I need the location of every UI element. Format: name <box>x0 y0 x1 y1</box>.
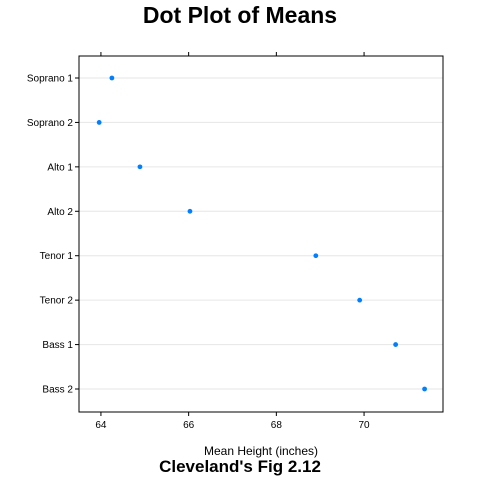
category-label: Alto 1 <box>47 162 73 173</box>
data-point <box>313 253 319 259</box>
data-point <box>393 342 399 347</box>
x-tick-label: 68 <box>271 420 283 431</box>
category-label: Alto 2 <box>47 207 73 218</box>
category-label: Bass 1 <box>42 340 73 351</box>
data-points <box>96 75 427 392</box>
category-labels: Soprano 1 Soprano 2 Alto 1 Alto 2 Tenor 1 Ten… <box>27 74 74 396</box>
data-point <box>422 386 427 392</box>
category-label: Tenor 1 <box>40 251 74 262</box>
category-label: Bass 2 <box>42 385 73 396</box>
chart-title: Dot Plot of Means <box>142 2 338 28</box>
data-point <box>109 75 115 81</box>
x-tick-label: 70 <box>358 420 370 431</box>
plot-frame <box>78 55 444 413</box>
category-label: Soprano 1 <box>27 74 74 85</box>
x-axis-label: Mean Height (inches) <box>204 444 318 458</box>
axis-ticks: 64 66 68 70 <box>75 52 370 431</box>
category-label: Tenor 2 <box>40 296 74 307</box>
category-label: Soprano 2 <box>27 118 74 129</box>
x-tick-label: 66 <box>183 420 195 431</box>
data-point <box>96 120 102 125</box>
x-tick-label: 64 <box>95 420 107 431</box>
grid-lines <box>79 77 443 390</box>
data-point <box>137 164 143 170</box>
data-point <box>357 297 363 303</box>
data-point <box>187 208 193 214</box>
chart-subtitle: Cleveland's Fig 2.12 <box>159 457 321 476</box>
